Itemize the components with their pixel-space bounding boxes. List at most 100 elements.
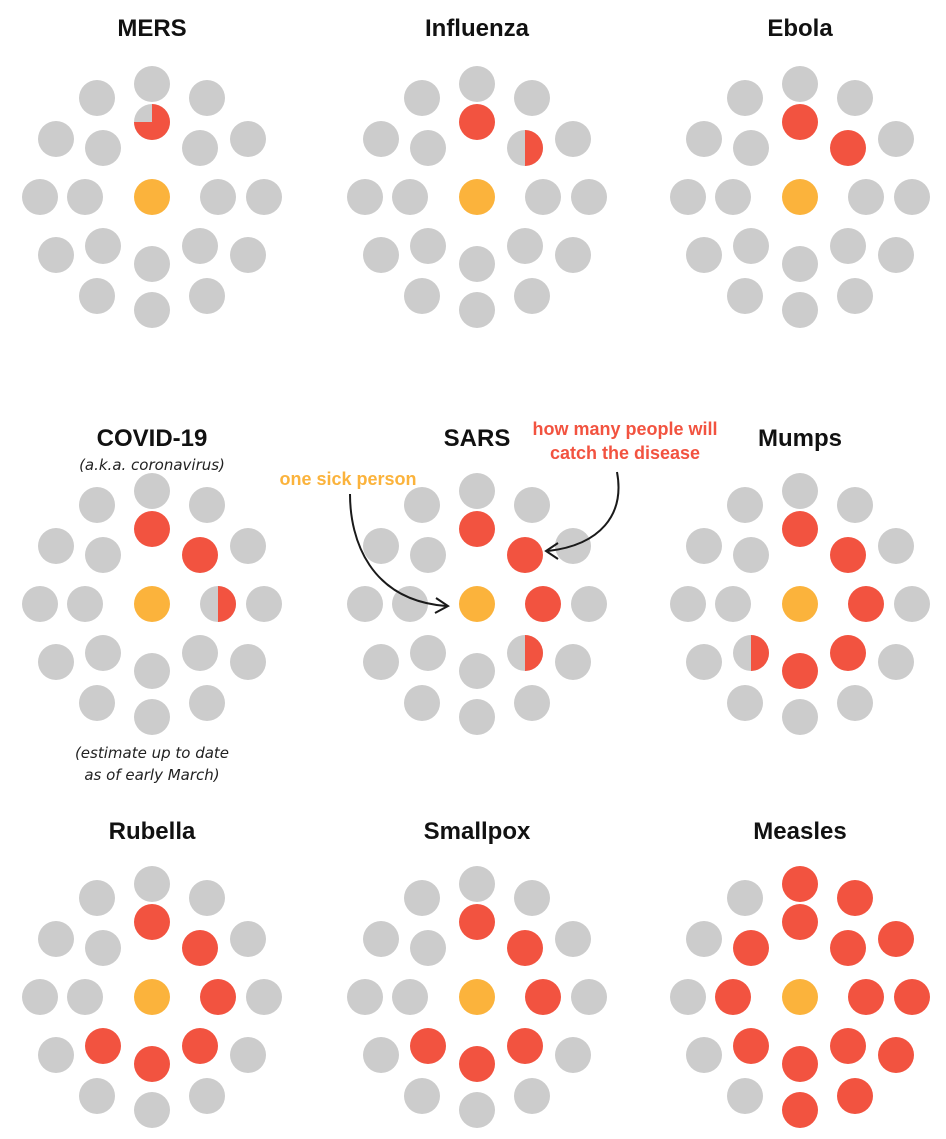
person-dot-healthy (555, 1037, 591, 1073)
person-dot-healthy (514, 685, 550, 721)
person-dot-healthy (848, 179, 884, 215)
person-dot-healthy (571, 586, 607, 622)
person-dot-healthy (38, 528, 74, 564)
person-dot-partial (733, 635, 769, 671)
person-dot-healthy (459, 473, 495, 509)
person-dot-healthy (514, 1078, 550, 1114)
sick-person-dot (134, 586, 170, 622)
person-dot-infected (507, 537, 543, 573)
label-how-many-people: how many people will catch the disease (520, 417, 730, 465)
person-dot-healthy (830, 228, 866, 264)
sick-person-dot (782, 979, 818, 1015)
person-dot-healthy (182, 635, 218, 671)
person-dot-healthy (555, 121, 591, 157)
person-dot-healthy (85, 635, 121, 671)
person-dot-infected (459, 904, 495, 940)
person-dot-healthy (363, 237, 399, 273)
person-dot-healthy (686, 528, 722, 564)
person-dot-healthy (878, 528, 914, 564)
diagram-rubella (22, 866, 282, 1128)
person-dot-healthy (230, 921, 266, 957)
person-dot-healthy (459, 66, 495, 102)
person-dot-healthy (246, 179, 282, 215)
person-dot-partial (507, 635, 543, 671)
person-dot-healthy (894, 179, 930, 215)
person-dot-healthy (555, 237, 591, 273)
person-dot-healthy (347, 179, 383, 215)
person-dot-infected (182, 930, 218, 966)
person-dot-healthy (459, 246, 495, 282)
person-dot-healthy (782, 66, 818, 102)
person-dot-healthy (363, 528, 399, 564)
person-dot-healthy (514, 487, 550, 523)
person-dot-healthy (22, 179, 58, 215)
diagram-mumps (670, 473, 930, 735)
person-dot-infected (830, 537, 866, 573)
person-dot-infected (782, 904, 818, 940)
person-dot-healthy (363, 644, 399, 680)
label-how-many-line-2: catch the disease (520, 441, 730, 465)
person-dot-healthy (459, 1092, 495, 1128)
person-dot-healthy (392, 979, 428, 1015)
person-dot-infected (507, 1028, 543, 1064)
person-dot-healthy (878, 237, 914, 273)
person-dot-healthy (507, 228, 543, 264)
person-dot-infected (733, 930, 769, 966)
diagram-sars (347, 473, 607, 735)
person-dot-healthy (837, 685, 873, 721)
sick-person-dot (459, 586, 495, 622)
person-dot-infected (782, 653, 818, 689)
person-dot-healthy (782, 699, 818, 735)
arrow-one-sick-person (350, 494, 448, 613)
person-dot-healthy (727, 880, 763, 916)
person-dot-infected-part (525, 130, 543, 166)
person-dot-healthy (392, 586, 428, 622)
person-dot-infected (782, 1092, 818, 1128)
sick-person-dot (459, 179, 495, 215)
person-dot-healthy (670, 586, 706, 622)
person-dot-healthy (134, 66, 170, 102)
label-how-many-line-1: how many people will (520, 417, 730, 441)
person-dot-healthy (230, 1037, 266, 1073)
title-mers: MERS (2, 15, 302, 43)
diagram-ebola (670, 66, 930, 328)
person-dot-healthy (392, 179, 428, 215)
person-dot-infected (182, 537, 218, 573)
person-dot-healthy (200, 179, 236, 215)
dot-layer (22, 66, 930, 1128)
person-dot-infected (782, 866, 818, 902)
person-dot-healthy (363, 121, 399, 157)
diagram-influenza (347, 66, 607, 328)
person-dot-infected (878, 921, 914, 957)
person-dot-healthy (410, 537, 446, 573)
person-dot-healthy (782, 473, 818, 509)
person-dot-healthy (182, 228, 218, 264)
person-dot-infected (782, 1046, 818, 1082)
note-line-1: (estimate up to date (22, 742, 282, 764)
diagram-measles (670, 866, 930, 1128)
diagram-mers (22, 66, 282, 328)
person-dot-healthy (837, 487, 873, 523)
person-dot-partial (507, 130, 543, 166)
diagram-covid-19 (22, 473, 282, 735)
person-dot-healthy (878, 121, 914, 157)
person-dot-healthy-part (733, 635, 769, 671)
person-dot-healthy (686, 921, 722, 957)
person-dot-healthy (410, 635, 446, 671)
person-dot-healthy (727, 1078, 763, 1114)
person-dot-healthy (79, 278, 115, 314)
person-dot-healthy (85, 537, 121, 573)
person-dot-healthy (837, 80, 873, 116)
person-dot-healthy (79, 487, 115, 523)
person-dot-healthy (727, 80, 763, 116)
person-dot-healthy (782, 292, 818, 328)
person-dot-infected (459, 511, 495, 547)
person-dot-healthy (22, 586, 58, 622)
person-dot-healthy (670, 179, 706, 215)
person-dot-healthy (79, 685, 115, 721)
person-dot-healthy (85, 228, 121, 264)
title-ebola: Ebola (650, 15, 946, 43)
person-dot-healthy (555, 921, 591, 957)
person-dot-infected (200, 979, 236, 1015)
person-dot-healthy (67, 979, 103, 1015)
